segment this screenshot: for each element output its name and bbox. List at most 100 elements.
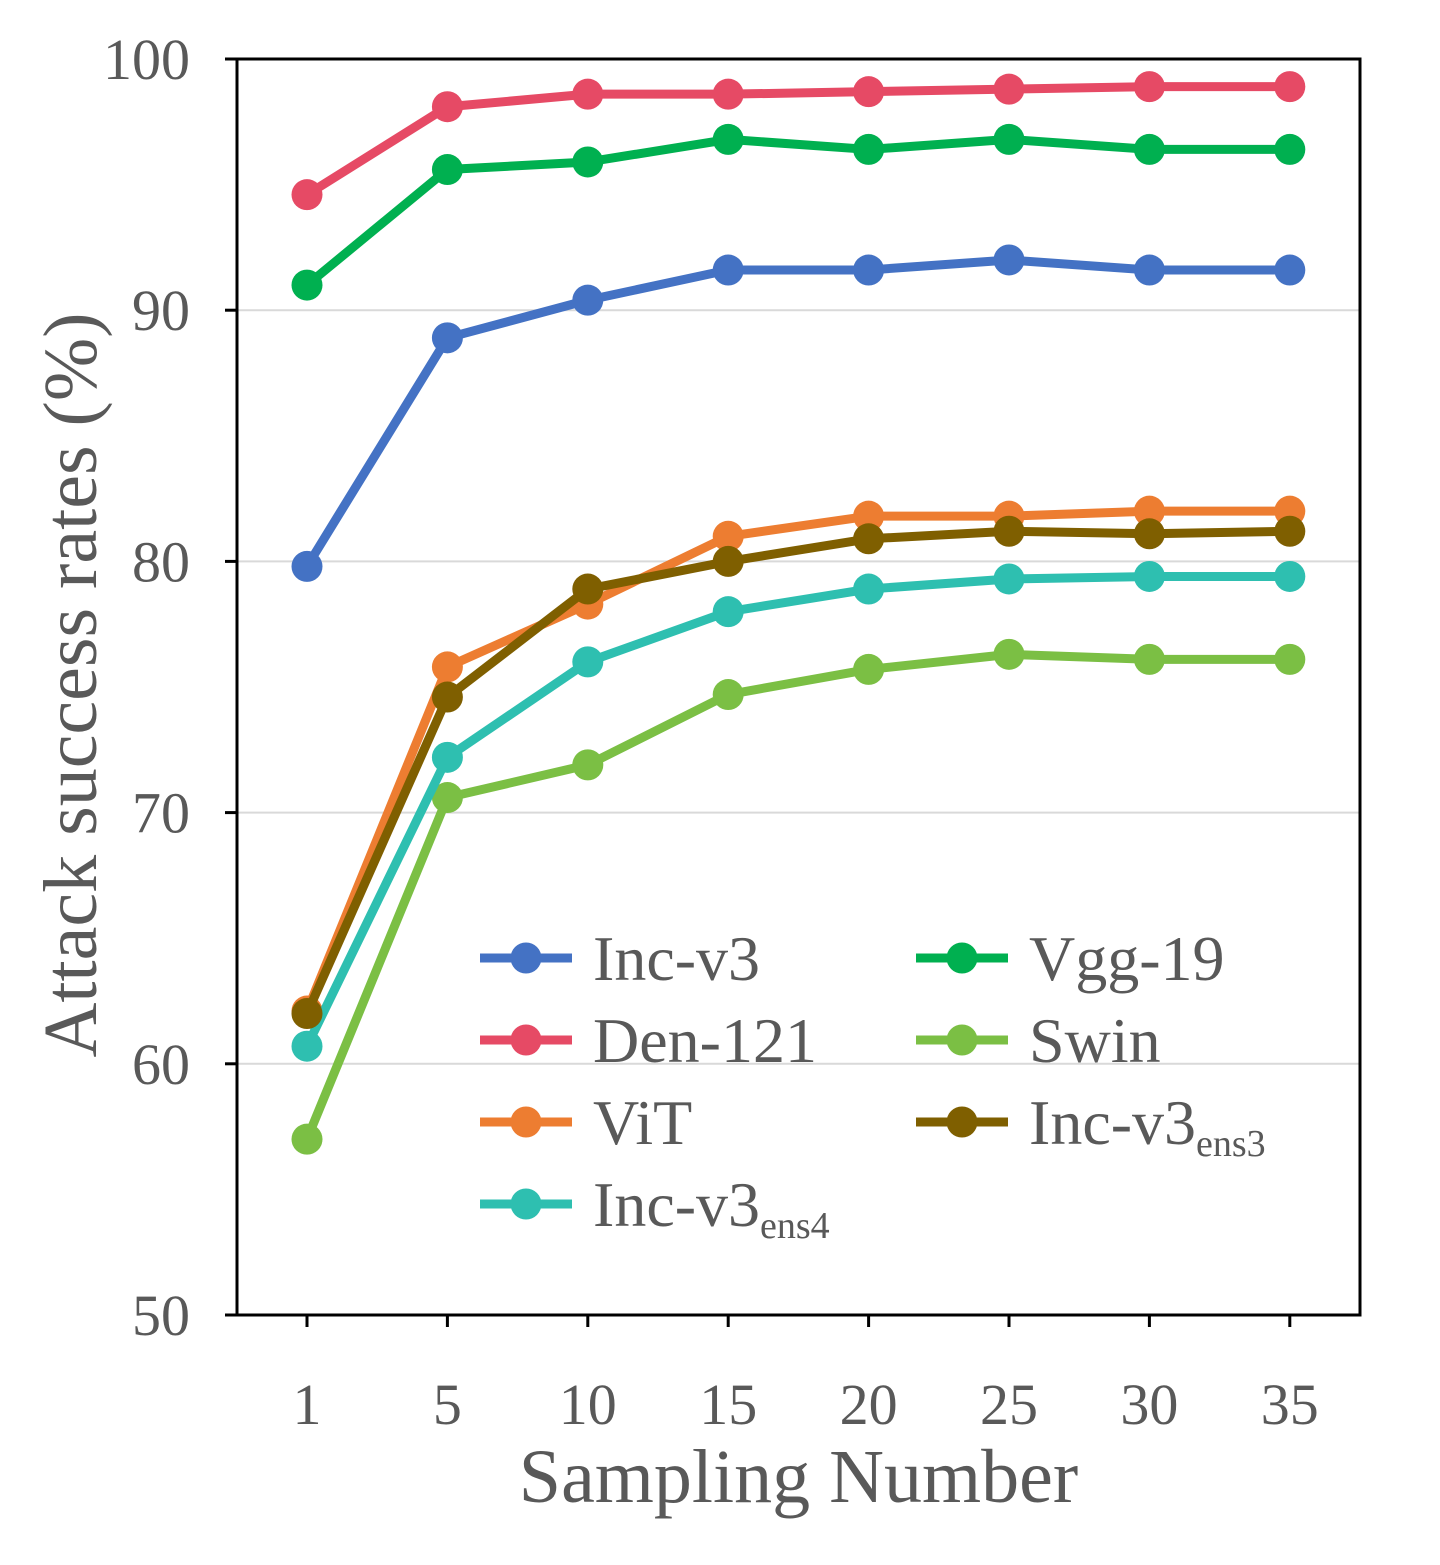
series-inc-v3-ens3 — [291, 515, 1306, 1030]
y-tick-label: 50 — [132, 1283, 190, 1348]
series-inc-v3-ens4 — [291, 560, 1306, 1062]
data-point — [712, 596, 744, 628]
data-point — [431, 651, 463, 683]
series-vgg-19 — [291, 123, 1306, 301]
legend-swatch-marker — [510, 1024, 542, 1056]
data-point — [1274, 643, 1306, 675]
series-line — [304, 134, 1290, 289]
data-point — [712, 254, 744, 286]
y-tick-label: 90 — [132, 278, 190, 343]
data-point — [431, 322, 463, 354]
data-point — [712, 123, 744, 155]
plot-frame — [235, 57, 1362, 1317]
data-point — [853, 76, 885, 108]
legend-label-subscript: ens4 — [760, 1205, 830, 1247]
series-vit — [291, 495, 1306, 1027]
y-tick-label: 70 — [132, 781, 190, 846]
data-point — [993, 244, 1025, 276]
data-point — [993, 563, 1025, 595]
data-point — [431, 782, 463, 814]
data-point — [572, 78, 604, 110]
x-tick-label: 30 — [1120, 1372, 1178, 1437]
series-line — [304, 82, 1290, 199]
data-point — [712, 78, 744, 110]
legend-swatch-marker — [946, 1106, 978, 1138]
x-tick-label: 25 — [980, 1372, 1038, 1437]
data-point — [431, 741, 463, 773]
legend-label: ViT — [593, 1087, 692, 1158]
legend-label: Inc-v3ens4 — [593, 1169, 830, 1247]
legend-swatch-marker — [510, 1188, 542, 1220]
legend-label: Inc-v3ens3 — [1029, 1087, 1266, 1165]
data-point — [712, 545, 744, 577]
legend-item: Inc-v3 — [480, 923, 760, 994]
data-point — [1274, 254, 1306, 286]
legend-label: Den-121 — [593, 1005, 817, 1076]
series-line — [302, 506, 1290, 1013]
data-point — [291, 269, 323, 301]
data-point — [712, 520, 744, 552]
data-point — [572, 284, 604, 316]
data-point — [572, 146, 604, 178]
data-point — [1274, 560, 1306, 592]
y-axis-title: Attack success rates (%) — [29, 313, 113, 1058]
y-tick-label: 60 — [132, 1032, 190, 1097]
x-tick-label: 5 — [433, 1372, 462, 1437]
legend-item: Inc-v3ens3 — [916, 1087, 1266, 1165]
legend-swatch-marker — [510, 942, 542, 974]
data-point — [291, 998, 323, 1030]
series-layer — [291, 71, 1306, 1155]
legend-label: Swin — [1029, 1005, 1161, 1076]
data-point — [1133, 71, 1165, 103]
data-point — [1274, 133, 1306, 165]
legend-swatch-marker — [946, 942, 978, 974]
data-point — [1133, 495, 1165, 527]
data-point — [1274, 71, 1306, 103]
data-point — [993, 123, 1025, 155]
legend-item: Vgg-19 — [916, 923, 1225, 994]
legend-label: Inc-v3 — [593, 923, 760, 994]
x-tick-label: 20 — [840, 1372, 898, 1437]
data-point — [1274, 515, 1306, 547]
data-point — [291, 1123, 323, 1155]
data-point — [572, 646, 604, 678]
data-point — [853, 254, 885, 286]
y-tick-label: 100 — [103, 27, 190, 92]
data-point — [431, 91, 463, 123]
data-point — [572, 573, 604, 605]
data-point — [291, 179, 323, 211]
data-point — [853, 523, 885, 555]
legend-swatch-marker — [510, 1106, 542, 1138]
legend-item: Swin — [916, 1005, 1161, 1076]
legend-item: Inc-v3ens4 — [480, 1169, 830, 1247]
series-line — [302, 649, 1290, 1141]
legend-swatch-marker — [946, 1024, 978, 1056]
series-line — [303, 255, 1290, 569]
x-tick-label: 1 — [293, 1372, 322, 1437]
x-axis-title: Sampling Number — [519, 1435, 1078, 1519]
data-point — [291, 1030, 323, 1062]
data-point — [431, 681, 463, 713]
data-point — [712, 679, 744, 711]
data-point — [1133, 560, 1165, 592]
y-tick-label: 80 — [132, 529, 190, 594]
data-point — [993, 515, 1025, 547]
legend-label-subscript: ens3 — [1196, 1123, 1266, 1165]
series-line — [302, 526, 1290, 1016]
data-point — [853, 653, 885, 685]
x-tick-label: 35 — [1261, 1372, 1319, 1437]
data-point — [1133, 133, 1165, 165]
data-point — [993, 73, 1025, 105]
series-line — [302, 571, 1290, 1049]
data-point — [572, 749, 604, 781]
y-axis-ticks: 50 60 70 80 90 100 — [103, 27, 237, 1348]
series-den-121 — [291, 71, 1306, 211]
series-inc-v3 — [291, 244, 1306, 582]
data-point — [993, 638, 1025, 670]
legend-label: Vgg-19 — [1029, 923, 1225, 994]
legend: Inc-v3 Vgg-19 Den-121 Swin ViT Inc-v3ens3 Inc-… — [480, 923, 1266, 1247]
data-point — [1133, 643, 1165, 675]
data-point — [1133, 518, 1165, 550]
data-point — [291, 550, 323, 582]
